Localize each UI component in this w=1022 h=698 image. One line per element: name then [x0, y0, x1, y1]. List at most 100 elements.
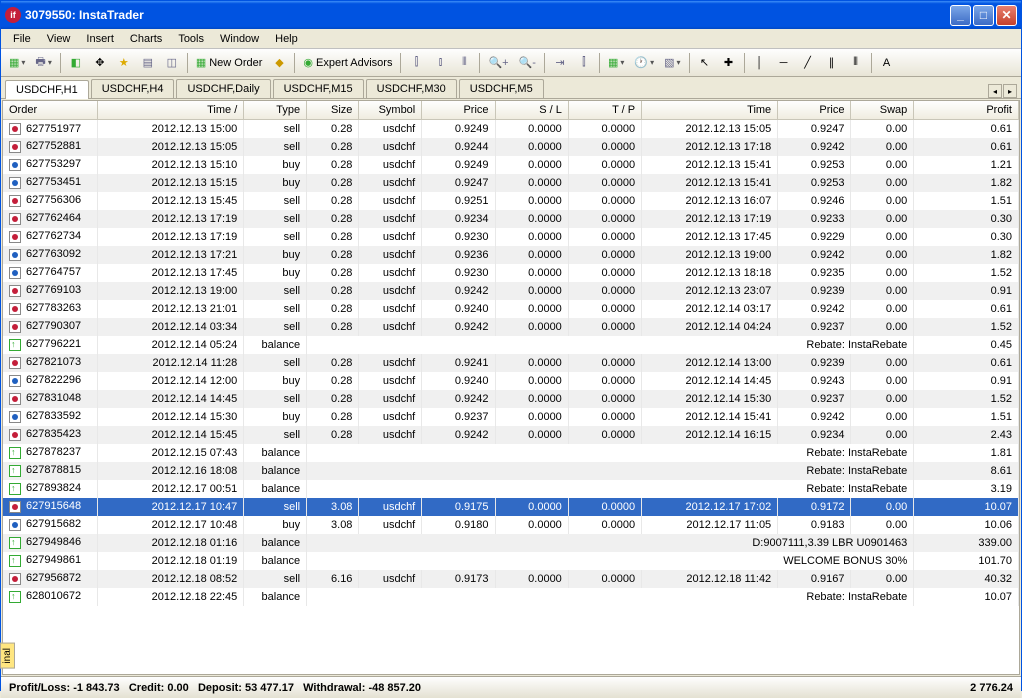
bar-chart-button[interactable]: ⫿ [405, 52, 427, 74]
tab-scroll-left[interactable]: ◂ [988, 84, 1002, 98]
cell-profit: 1.21 [914, 156, 1019, 174]
arrange-button[interactable]: ◧ [65, 52, 87, 74]
col-header[interactable]: Price [422, 101, 495, 120]
table-row[interactable]: 6278222962012.12.14 12:00buy0.28usdchf0.… [3, 372, 1019, 390]
col-header[interactable]: Size [307, 101, 359, 120]
menu-charts[interactable]: Charts [122, 31, 170, 47]
table-row[interactable]: 6277528812012.12.13 15:05sell0.28usdchf0… [3, 138, 1019, 156]
cell-time1: 2012.12.13 17:45 [97, 264, 244, 282]
minimize-button[interactable]: _ [950, 5, 971, 26]
print-button[interactable]: 🖶▾ [31, 52, 55, 74]
vertical-line-button[interactable]: │ [749, 52, 771, 74]
trendline-button[interactable]: ╱ [797, 52, 819, 74]
table-row[interactable]: 6277630922012.12.13 17:21buy0.28usdchf0.… [3, 246, 1019, 264]
auto-scroll-button[interactable]: ⇥ [549, 52, 571, 74]
favorites-button[interactable]: ★ [113, 52, 135, 74]
chart-tab[interactable]: USDCHF,M30 [366, 79, 457, 98]
cell-order: 627783263 [3, 300, 97, 318]
col-header[interactable]: T / P [568, 101, 641, 120]
cell-order: 627764757 [3, 264, 97, 282]
sell-icon [9, 141, 21, 153]
periods-button[interactable]: 🕐▾ [630, 52, 658, 74]
chart-tab[interactable]: USDCHF,H4 [91, 79, 175, 98]
table-row[interactable]: 6278782372012.12.15 07:43balanceRebate: … [3, 444, 1019, 462]
text-label-button[interactable]: A [876, 52, 898, 74]
templates-button[interactable]: ▧▾ [660, 52, 684, 74]
table-row[interactable]: 6277532972012.12.13 15:10buy0.28usdchf0.… [3, 156, 1019, 174]
col-header[interactable]: Symbol [359, 101, 422, 120]
cell-profit: 0.45 [914, 336, 1019, 354]
crosshair-button[interactable]: ✥ [89, 52, 111, 74]
table-row[interactable]: 6277832632012.12.13 21:01sell0.28usdchf0… [3, 300, 1019, 318]
table-row[interactable]: 6277903072012.12.14 03:34sell0.28usdchf0… [3, 318, 1019, 336]
col-header[interactable]: Type [244, 101, 307, 120]
table-body: 6277519772012.12.13 15:00sell0.28usdchf0… [3, 120, 1019, 606]
info-button[interactable]: ◆ [268, 52, 290, 74]
col-header[interactable]: Profit [914, 101, 1019, 120]
new-order-button[interactable]: ▦New Order [192, 52, 267, 74]
close-button[interactable]: ✕ [996, 5, 1017, 26]
channel-button[interactable]: ∥ [821, 52, 843, 74]
table-row[interactable]: 6277647572012.12.13 17:45buy0.28usdchf0.… [3, 264, 1019, 282]
indicators-button[interactable]: ▦▾ [604, 52, 628, 74]
expert-advisors-button[interactable]: ◉Expert Advisors [299, 52, 396, 74]
zoom-in-button[interactable]: 🔍+ [484, 52, 512, 74]
chart-tab[interactable]: USDCHF,H1 [5, 80, 89, 99]
table-row[interactable]: 6277691032012.12.13 19:00sell0.28usdchf0… [3, 282, 1019, 300]
cell-type: balance [244, 336, 307, 354]
table-row[interactable]: 6279156822012.12.17 10:48buy3.08usdchf0.… [3, 516, 1019, 534]
table-row[interactable]: 6277534512012.12.13 15:15buy0.28usdchf0.… [3, 174, 1019, 192]
maximize-button[interactable]: □ [973, 5, 994, 26]
cell-size: 0.28 [307, 354, 359, 372]
col-header[interactable]: Price [778, 101, 851, 120]
col-header[interactable]: Time / [97, 101, 244, 120]
table-row[interactable]: 6277563062012.12.13 15:45sell0.28usdchf0… [3, 192, 1019, 210]
cursor-button[interactable]: ↖ [694, 52, 716, 74]
table-row[interactable]: 6279156482012.12.17 10:47sell3.08usdchf0… [3, 498, 1019, 516]
chart-tab[interactable]: USDCHF,M15 [273, 79, 364, 98]
menu-help[interactable]: Help [267, 31, 306, 47]
table-row[interactable]: 6278788152012.12.16 18:08balanceRebate: … [3, 462, 1019, 480]
tab-scroll-right[interactable]: ▸ [1003, 84, 1017, 98]
table-row[interactable]: 6277962212012.12.14 05:24balanceRebate: … [3, 336, 1019, 354]
line-chart-button[interactable]: ⦀ [453, 52, 475, 74]
cell-order: 627752881 [3, 138, 97, 156]
crosshair-tool-button[interactable]: ✚ [718, 52, 740, 74]
buy-icon [9, 159, 21, 171]
candlestick-button[interactable]: ⫾ [429, 52, 451, 74]
table-row[interactable]: 6277624642012.12.13 17:19sell0.28usdchf0… [3, 210, 1019, 228]
col-header[interactable]: S / L [495, 101, 568, 120]
menu-tools[interactable]: Tools [170, 31, 212, 47]
col-header[interactable]: Time [642, 101, 778, 120]
table-row[interactable]: 6278354232012.12.14 15:45sell0.28usdchf0… [3, 426, 1019, 444]
app-icon: if [5, 7, 21, 23]
table-row[interactable]: 6277519772012.12.13 15:00sell0.28usdchf0… [3, 120, 1019, 138]
table-row[interactable]: 6278938242012.12.17 00:51balanceRebate: … [3, 480, 1019, 498]
table-row[interactable]: 6279568722012.12.18 08:52sell6.16usdchf0… [3, 570, 1019, 588]
table-row[interactable]: 6278310482012.12.14 14:45sell0.28usdchf0… [3, 390, 1019, 408]
new-file-button[interactable]: ▦▾ [5, 52, 29, 74]
cell-size: 0.28 [307, 192, 359, 210]
market-watch-button[interactable]: ▤ [137, 52, 159, 74]
table-row[interactable]: 6278210732012.12.14 11:28sell0.28usdchf0… [3, 354, 1019, 372]
chart-tab[interactable]: USDCHF,M5 [459, 79, 544, 98]
table-row[interactable]: 6277627342012.12.13 17:19sell0.28usdchf0… [3, 228, 1019, 246]
zoom-out-button[interactable]: 🔍- [515, 52, 540, 74]
horizontal-line-button[interactable]: ─ [773, 52, 795, 74]
menu-window[interactable]: Window [212, 31, 267, 47]
menu-file[interactable]: File [5, 31, 39, 47]
table-row[interactable]: 6280106722012.12.18 22:45balanceRebate: … [3, 588, 1019, 606]
chart-tab[interactable]: USDCHF,Daily [176, 79, 270, 98]
menu-view[interactable]: View [39, 31, 79, 47]
terminal-tab[interactable]: inal [0, 643, 15, 669]
fibonacci-button[interactable]: ⦀ [845, 52, 867, 74]
menu-insert[interactable]: Insert [78, 31, 122, 47]
table-row[interactable]: 6279498612012.12.18 01:19balanceWELCOME … [3, 552, 1019, 570]
cell-time1: 2012.12.13 15:05 [97, 138, 244, 156]
col-header[interactable]: Order [3, 101, 97, 120]
table-row[interactable]: 6278335922012.12.14 15:30buy0.28usdchf0.… [3, 408, 1019, 426]
navigator-button[interactable]: ◫ [161, 52, 183, 74]
col-header[interactable]: Swap [851, 101, 914, 120]
table-row[interactable]: 6279498462012.12.18 01:16balanceD:900711… [3, 534, 1019, 552]
chart-shift-button[interactable]: ⫿ [573, 52, 595, 74]
